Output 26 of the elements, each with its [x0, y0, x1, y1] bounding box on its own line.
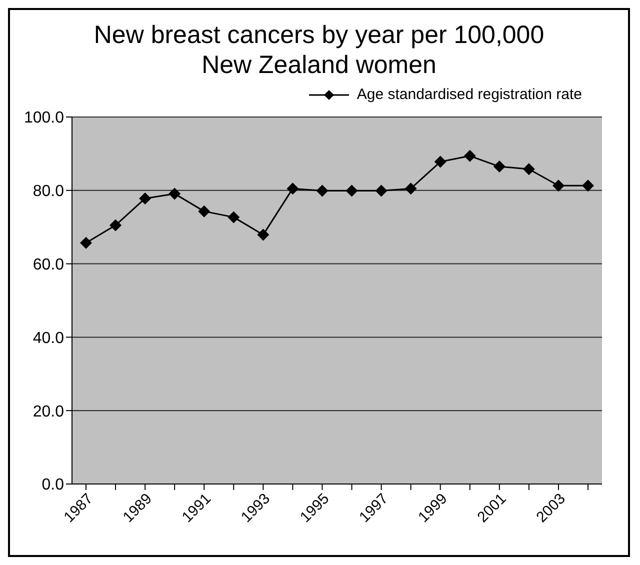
- point: [493, 160, 506, 173]
- point: [286, 182, 299, 195]
- point: [139, 192, 152, 204]
- point: [522, 163, 535, 176]
- point: [582, 180, 594, 192]
- point: [404, 182, 417, 195]
- legend-label: Age standardised registration rate: [356, 86, 582, 103]
- point: [346, 184, 358, 197]
- y-tick-label: 20.0: [32, 403, 64, 420]
- point: [464, 150, 476, 162]
- point: [110, 219, 122, 232]
- y-tick-label: 80.0: [32, 183, 64, 200]
- point: [375, 184, 388, 197]
- point: [228, 211, 240, 224]
- y-tick-label: 40.0: [32, 330, 64, 347]
- point: [552, 180, 564, 192]
- chart-title: New breast cancers by year per 100,000 New Zealand women: [92, 20, 546, 81]
- y-tick-label: 60.0: [32, 256, 64, 274]
- point: [257, 228, 270, 241]
- point: [198, 205, 210, 218]
- point: [316, 184, 328, 197]
- y-tick-label: 100.0: [24, 110, 64, 127]
- point: [434, 156, 446, 168]
- point: [80, 236, 92, 249]
- point: [168, 188, 181, 200]
- y-tick-label: 0.0: [42, 476, 64, 494]
